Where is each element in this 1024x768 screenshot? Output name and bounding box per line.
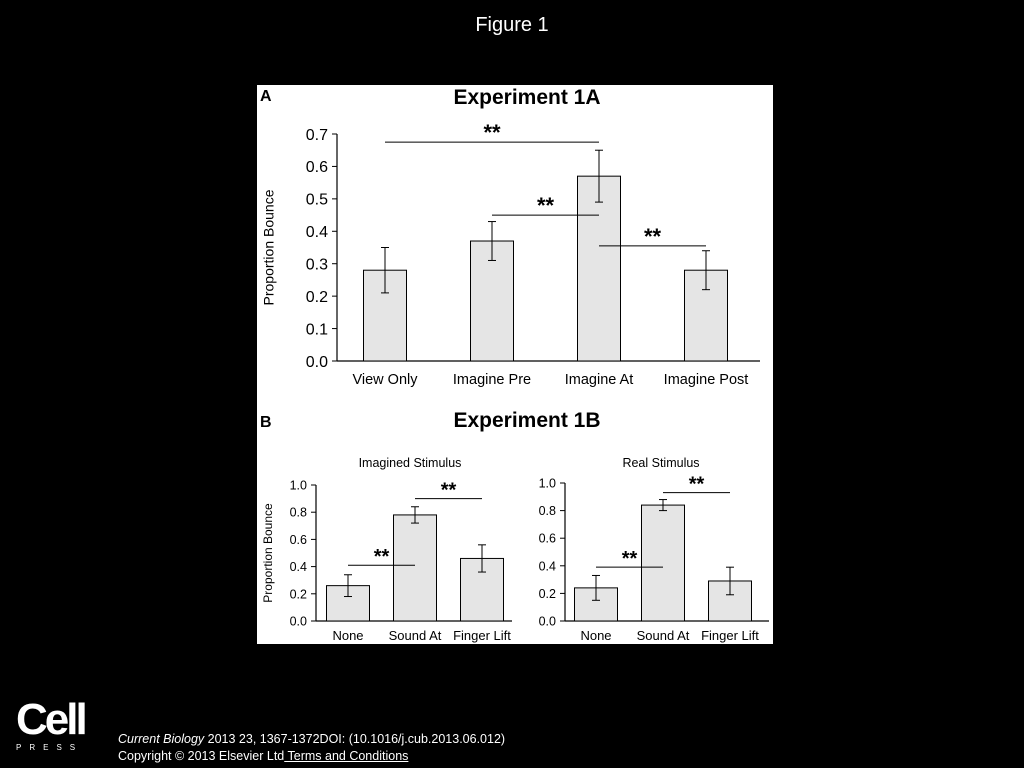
y-tick-label: 0.4 xyxy=(306,224,328,241)
x-tick-label: Imagine At xyxy=(565,372,634,388)
copyright-line: Copyright © 2013 Elsevier Ltd Terms and … xyxy=(118,748,505,765)
terms-link[interactable]: Terms and Conditions xyxy=(284,749,409,763)
y-tick-label: 0.0 xyxy=(539,615,556,629)
significance-marker: ** xyxy=(483,120,501,145)
y-tick-label: 0.4 xyxy=(290,560,307,574)
y-tick-label: 0.6 xyxy=(290,533,307,547)
bar xyxy=(577,175,621,362)
bar xyxy=(641,504,685,622)
x-tick-label: Finger Lift xyxy=(701,628,759,643)
significance-marker: ** xyxy=(689,474,705,496)
panel-title: Experiment 1B xyxy=(453,409,600,432)
slide-title: Figure 1 xyxy=(475,14,549,36)
citation-details: 2013 23, 1367-1372DOI: (10.1016/j.cub.20… xyxy=(204,732,506,746)
significance-marker: ** xyxy=(644,224,662,249)
y-tick-label: 0.4 xyxy=(539,559,556,573)
y-tick-label: 0.3 xyxy=(306,256,328,273)
figure-panel: A Experiment 1A 0.0 0.1 0.2 0.3 0.4 0.5 0.6 0.7 Pr… xyxy=(257,85,773,644)
significance-marker: ** xyxy=(622,548,638,570)
subplot-title: Imagined Stimulus xyxy=(359,456,462,470)
logo-press: PRESS xyxy=(16,743,84,752)
bar xyxy=(470,240,514,362)
panel-letter: B xyxy=(260,414,272,431)
significance-marker: ** xyxy=(441,480,457,502)
x-tick-label: Imagine Pre xyxy=(453,372,531,388)
y-tick-label: 0.6 xyxy=(539,532,556,546)
citation: Current Biology 2013 23, 1367-1372DOI: (… xyxy=(118,731,505,765)
logo-word: Cell xyxy=(16,695,88,744)
y-tick-label: 1.0 xyxy=(539,477,556,491)
x-tick-label: Sound At xyxy=(637,628,690,643)
y-tick-label: 0.8 xyxy=(539,504,556,518)
x-tick-label: View Only xyxy=(352,372,418,388)
subplot-title: Real Stimulus xyxy=(622,456,699,470)
x-tick-label: Sound At xyxy=(389,628,442,643)
y-axis-label: Proportion Bounce xyxy=(261,503,275,603)
cell-press-logo: Cell PRESS xyxy=(16,695,88,753)
y-tick-label: 0.2 xyxy=(539,587,556,601)
citation-line: Current Biology 2013 23, 1367-1372DOI: (… xyxy=(118,731,505,748)
y-tick-label: 0.0 xyxy=(306,354,328,371)
figure-svg: A Experiment 1A 0.0 0.1 0.2 0.3 0.4 0.5 0.6 0.7 Pr… xyxy=(260,86,769,643)
y-tick-label: 0.7 xyxy=(306,127,328,144)
y-tick-label: 0.5 xyxy=(306,192,328,209)
x-tick-label: Imagine Post xyxy=(664,372,749,388)
y-tick-label: 0.0 xyxy=(290,615,307,629)
y-tick-label: 0.2 xyxy=(306,289,328,306)
panel-letter: A xyxy=(260,88,272,105)
y-tick-label: 0.2 xyxy=(290,587,307,601)
x-tick-label: Finger Lift xyxy=(453,628,511,643)
bar xyxy=(393,514,437,622)
y-tick-label: 0.6 xyxy=(306,159,328,176)
y-tick-label: 1.0 xyxy=(290,479,307,493)
copyright-text: Copyright © 2013 Elsevier Ltd xyxy=(118,749,285,763)
significance-marker: ** xyxy=(374,546,390,568)
x-tick-label: None xyxy=(580,628,611,643)
x-tick-label: None xyxy=(332,628,363,643)
journal-name: Current Biology xyxy=(118,732,205,746)
y-axis-label: Proportion Bounce xyxy=(261,189,277,305)
significance-marker: ** xyxy=(537,193,555,218)
panel-title: Experiment 1A xyxy=(453,86,600,109)
y-tick-label: 0.8 xyxy=(290,506,307,520)
y-tick-label: 0.1 xyxy=(306,321,328,338)
